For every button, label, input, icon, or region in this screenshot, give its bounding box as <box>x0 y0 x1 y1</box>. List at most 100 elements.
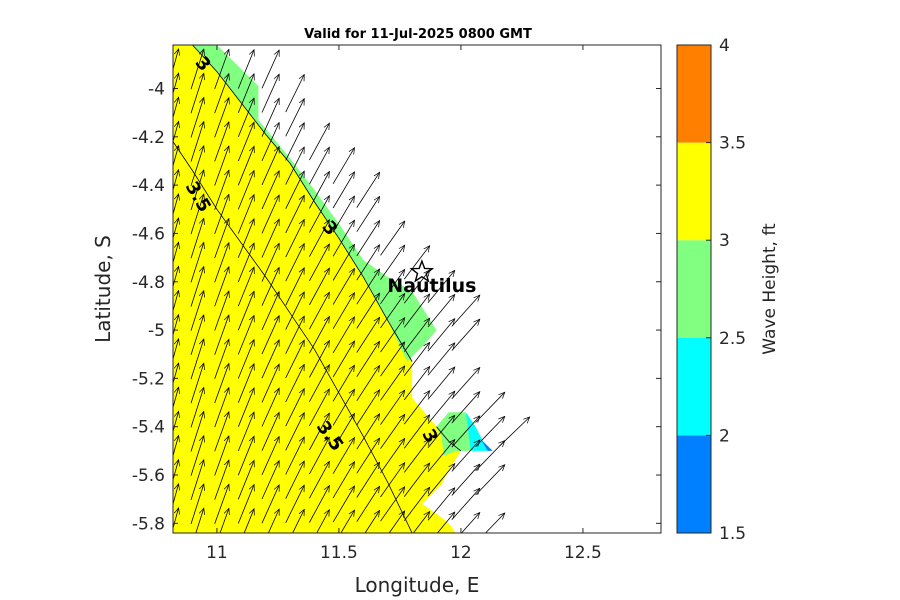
wave-arrow <box>285 485 305 523</box>
wave-arrow <box>403 342 429 377</box>
wave-arrow <box>261 171 280 210</box>
wave-arrow <box>173 436 178 458</box>
wave-arrow <box>380 245 405 280</box>
wave-arrow <box>356 438 380 474</box>
wave-arrow <box>285 437 305 475</box>
wave-arrow <box>190 49 204 90</box>
x-tick-label: 11 <box>206 543 228 563</box>
wave-arrow <box>388 511 405 533</box>
wave-arrow <box>380 269 405 305</box>
wave-arrow <box>451 464 480 496</box>
wave-arrow <box>403 367 429 401</box>
wave-arrow <box>332 389 354 426</box>
wave-arrow <box>356 269 380 305</box>
wave-arrow <box>285 147 305 185</box>
wave-arrow <box>261 461 280 500</box>
wave-arrow <box>309 317 329 354</box>
wave-arrow <box>380 487 405 522</box>
wave-arrow <box>285 364 305 403</box>
colorbar-tick-label: 2.5 <box>719 329 746 349</box>
x-tick-label: 11.5 <box>320 543 358 563</box>
wave-arrow <box>237 267 254 307</box>
colorbar-segment <box>677 337 711 436</box>
wave-arrow <box>309 220 329 257</box>
wave-arrow <box>214 460 229 500</box>
colorbar-tick-label: 3 <box>719 231 730 251</box>
wave-arrow <box>237 146 254 186</box>
wave-arrow <box>309 461 329 499</box>
wave-arrow <box>237 291 254 331</box>
wave-arrow <box>261 412 280 451</box>
wave-arrow <box>451 368 480 400</box>
wave-arrow <box>309 486 329 523</box>
wave-arrow <box>332 148 354 185</box>
wave-arrow <box>285 171 305 209</box>
contour-region-2_5-3 <box>192 45 437 362</box>
wave-arrow <box>292 509 305 533</box>
wave-arrow <box>427 464 455 497</box>
wave-arrow <box>261 437 280 475</box>
wave-arrow <box>190 436 204 476</box>
colorbar-segment <box>677 435 711 533</box>
wave-arrow <box>261 364 280 403</box>
wave-arrow <box>332 438 354 474</box>
wave-arrow <box>403 415 429 449</box>
wave-arrow <box>261 74 280 113</box>
wave-arrow <box>451 295 480 327</box>
wave-arrow <box>380 439 405 474</box>
x-axis-label: Longitude, E <box>355 573 480 597</box>
colorbar-frame <box>676 44 712 534</box>
wave-arrow <box>451 392 480 424</box>
wave-arrow <box>237 412 254 452</box>
wave-arrow <box>309 437 329 475</box>
wave-arrow <box>427 367 455 400</box>
wave-arrow <box>356 221 380 257</box>
wave-arrow <box>261 219 280 258</box>
wave-arrow <box>309 413 329 451</box>
colorbar-tick-label: 2 <box>719 426 730 446</box>
wave-arrow <box>267 509 280 533</box>
wave-arrow <box>356 293 380 329</box>
wave-arrow <box>173 242 178 264</box>
wave-arrow <box>214 364 229 404</box>
wave-arrow <box>427 270 455 304</box>
wave-arrow <box>285 340 305 379</box>
wave-arrow <box>356 462 380 498</box>
wave-arrow <box>427 295 455 328</box>
colorbar-tick-label: 1.5 <box>719 524 746 544</box>
wave-arrow <box>309 196 329 233</box>
wave-arrow <box>190 122 204 162</box>
wave-arrow <box>332 220 354 257</box>
wave-arrow <box>214 243 229 283</box>
x-axis-ticks: 11 11.5 12 12.5 <box>206 45 602 563</box>
wave-arrow <box>475 441 505 472</box>
wave-arrow <box>285 413 305 451</box>
wave-arrow <box>237 171 254 210</box>
wave-arrow <box>332 293 354 330</box>
wave-arrow <box>173 411 178 434</box>
wave-arrow <box>380 390 405 425</box>
wave-arrow <box>261 98 280 137</box>
y-tick-label: -5.6 <box>132 466 165 486</box>
wave-arrow <box>190 170 204 211</box>
colorbar-segment <box>677 45 711 143</box>
colorbar-ticks: 1.5 2 2.5 3 3.5 4 <box>706 36 746 544</box>
wave-arrow <box>285 244 305 282</box>
wave-arrow <box>261 292 280 331</box>
wave-arrow <box>190 412 204 452</box>
wave-arrow <box>173 170 178 192</box>
wave-arrow <box>237 219 254 258</box>
wave-arrow <box>285 195 305 234</box>
wave-arrow <box>214 146 229 186</box>
wave-arrow <box>309 123 329 161</box>
wave-arrow <box>190 460 204 501</box>
wave-arrow <box>356 197 380 232</box>
wave-arrow <box>190 267 204 307</box>
wave-arrow <box>190 218 204 259</box>
wave-arrow <box>380 318 405 353</box>
y-axis-label: Latitude, S <box>91 235 115 343</box>
wave-arrow <box>309 147 329 185</box>
wave-arrow <box>309 341 329 378</box>
colorbar-segment <box>677 240 711 338</box>
wave-arrow <box>332 196 354 233</box>
